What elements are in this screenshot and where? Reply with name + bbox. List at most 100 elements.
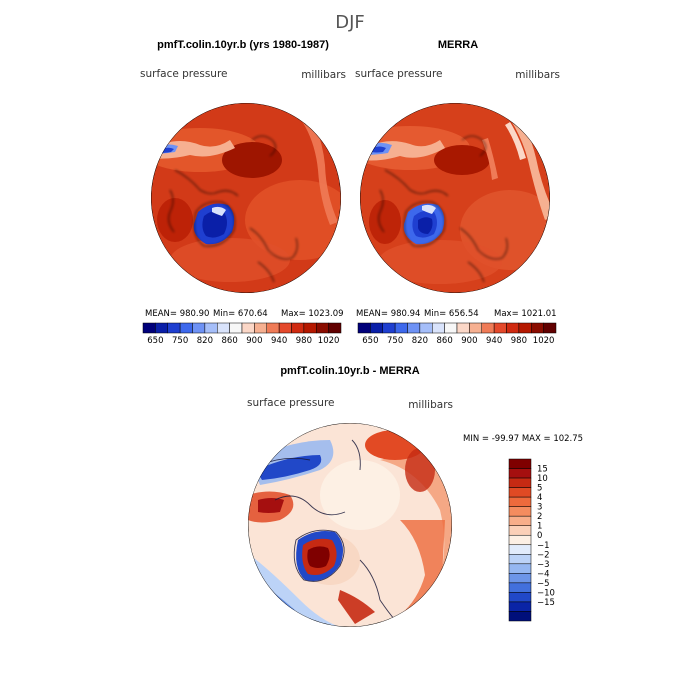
colorbar-tick-label: 1020 [318,336,340,346]
colorbar-cell [508,506,532,517]
colorbar-cell [155,322,168,334]
colorbar-cell [508,544,532,555]
colorbar-cell [316,322,329,334]
colorbar-cell [508,468,532,479]
panel-model-colorbar: 650 750 820 860 900 940 980 1020 [142,322,342,346]
panel-merra-map [360,103,550,293]
colorbar-tick-label: 900 [461,336,477,346]
colorbar-tick-label: −4 [537,569,550,579]
colorbar-cell [444,322,458,334]
panel-merra-variable-label: surface pressure [355,68,443,80]
colorbar-tick-label: 750 [172,336,188,346]
colorbar-tick-label: 750 [387,336,403,346]
colorbar-cell [508,515,532,526]
colorbar-tick-label: 860 [437,336,453,346]
colorbar-cell [508,554,532,565]
colorbar-tick-label: −2 [537,550,550,560]
colorbar-tick-label: 0 [537,531,542,541]
colorbar-tick-label: 980 [511,336,527,346]
colorbar-cell [291,322,305,334]
colorbar-cell [508,458,532,469]
panel-model-mean: MEAN= 980.90 [145,309,209,319]
panel-model-units-label: millibars [301,69,346,81]
colorbar-tick-label: 820 [412,336,428,346]
colorbar-cell [508,496,532,507]
colorbar-cell [508,525,532,536]
panel-model-variable-label: surface pressure [140,68,228,80]
colorbar-tick-label: 5 [537,484,542,494]
colorbar-cell [419,322,433,334]
colorbar-tick-label: 650 [362,336,378,346]
colorbar-cell [394,322,408,334]
panel-difference-map [248,423,452,627]
colorbar-tick-label: 1020 [533,336,555,346]
panel-model-title: pmfT.colin.10yr.b (yrs 1980-1987) [157,39,329,51]
colorbar-cell [266,322,280,334]
panel-difference-variable-label: surface pressure [247,397,335,409]
colorbar-cell [407,322,421,334]
colorbar-cell [357,322,371,334]
colorbar-cell [229,322,243,334]
colorbar-cell [508,592,532,603]
colorbar-cell [508,582,532,593]
colorbar-cell [254,322,267,334]
colorbar-cell [382,322,396,334]
colorbar-cell [508,534,532,546]
colorbar-cell [303,322,317,334]
colorbar-cell [481,322,495,334]
colorbar-cell [456,322,470,334]
colorbar-cell [508,573,532,584]
colorbar-cell [370,322,383,334]
colorbar-tick-label: 940 [271,336,287,346]
colorbar-cell [142,322,156,334]
colorbar-tick-label: −5 [537,579,550,589]
panel-model-map [151,103,341,293]
colorbar-cell [508,477,532,488]
colorbar-tick-label: 650 [147,336,163,346]
colorbar-tick-label: 4 [537,493,542,503]
panel-model-min: Min= 670.64 [213,309,268,319]
colorbar-tick-label: −1 [537,541,550,551]
panel-merra-colorbar: 650 750 820 860 900 940 980 1020 [357,322,557,346]
panel-model: pmfT.colin.10yr.b (yrs 1980-1987) surfac… [140,39,346,346]
colorbar-cell [469,322,482,334]
panel-merra: MERRA surface pressure millibars [355,39,560,346]
panel-model-max: Max= 1023.09 [281,309,344,319]
colorbar-tick-label: 860 [222,336,238,346]
colorbar-tick-label: −3 [537,560,550,570]
colorbar-cell [167,322,181,334]
colorbar-cell [179,322,193,334]
colorbar-cell [508,487,532,498]
colorbar-tick-label: 980 [296,336,312,346]
colorbar-cell [506,322,520,334]
colorbar-cell [278,322,292,334]
colorbar-cell [543,322,557,334]
panel-merra-units-label: millibars [515,69,560,81]
colorbar-tick-label: −15 [537,598,555,608]
colorbar-cell [192,322,206,334]
panel-merra-min: Min= 656.54 [424,309,479,319]
panel-difference: pmfT.colin.10yr.b - MERRA surface pressu… [247,365,583,627]
colorbar-cell [508,563,532,574]
colorbar-tick-label: 940 [486,336,502,346]
figure-title: DJF [335,12,365,33]
panel-merra-max: Max= 1021.01 [494,309,557,319]
colorbar-cell [432,322,445,334]
panel-difference-title: pmfT.colin.10yr.b - MERRA [280,365,419,377]
panel-difference-stats: MIN = -99.97 MAX = 102.75 [463,434,583,444]
colorbar-tick-label: 900 [246,336,262,346]
colorbar-tick-label: 3 [537,503,542,513]
colorbar-cell [328,322,342,334]
colorbar-cell [204,322,218,334]
colorbar-cell [241,322,255,334]
panel-merra-mean: MEAN= 980.94 [356,309,420,319]
colorbar-cell [217,322,230,334]
colorbar-cell [531,322,544,334]
colorbar-tick-label: 820 [197,336,213,346]
colorbar-tick-label: −10 [537,588,555,598]
panel-merra-title: MERRA [438,39,478,51]
colorbar-cell [508,601,532,612]
colorbar-cell [518,322,532,334]
